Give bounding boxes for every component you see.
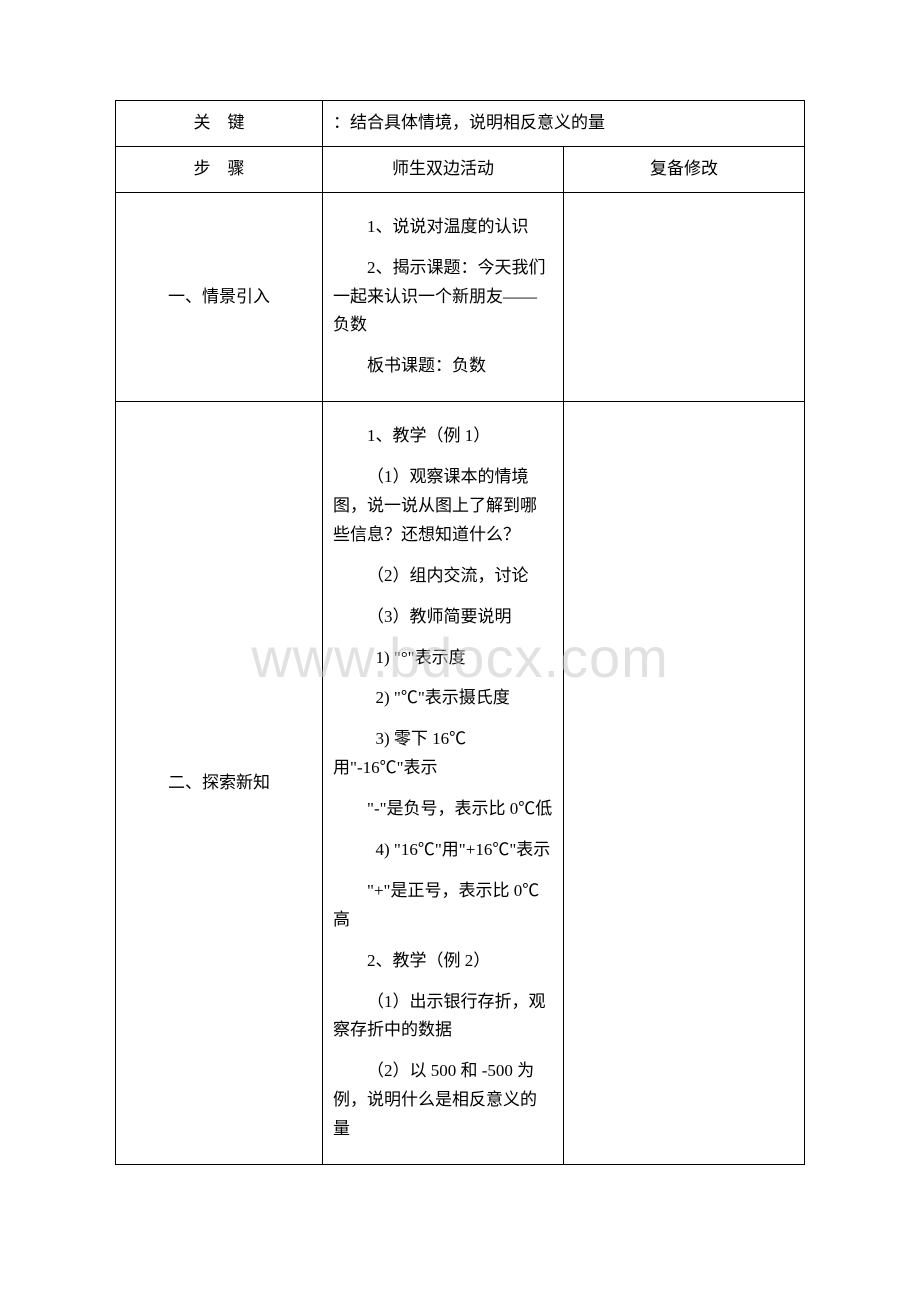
table-row: 步 骤 师生双边活动 复备修改: [116, 146, 805, 192]
key-label-cell: 关 键: [116, 101, 323, 147]
revise-header: 复备修改: [650, 159, 718, 178]
activity-text: 1、教学（例 1）: [333, 416, 553, 457]
activity-text: "-"是负号，表示比 0℃低: [333, 789, 553, 830]
revise-header-cell: 复备修改: [564, 146, 805, 192]
scene-activity-cell: 1、说说对温度的认识 2、揭示课题：今天我们一起来认识一个新朋友——负数 板书课…: [323, 192, 564, 401]
table-row: 二、探索新知 1、教学（例 1） （1）观察课本的情境图，说一说从图上了解到哪些…: [116, 402, 805, 1165]
steps-label-cell: 步 骤: [116, 146, 323, 192]
table-row: 关 键 ：结合具体情境，说明相反意义的量: [116, 101, 805, 147]
explore-revise-cell: [564, 402, 805, 1165]
activity-header-cell: 师生双边活动: [323, 146, 564, 192]
table-row: 一、情景引入 1、说说对温度的认识 2、揭示课题：今天我们一起来认识一个新朋友—…: [116, 192, 805, 401]
scene-label: 一、情景引入: [168, 287, 270, 306]
scene-revise-cell: [564, 192, 805, 401]
activity-text: 1) "°"表示度: [333, 638, 553, 679]
activity-text: （2）组内交流，讨论: [333, 556, 553, 597]
scene-label-cell: 一、情景引入: [116, 192, 323, 401]
key-content-cell: ：结合具体情境，说明相反意义的量: [323, 101, 805, 147]
activity-text: （2）以 500 和 -500 为例，说明什么是相反意义的量: [333, 1051, 553, 1150]
document-page: www.bdocx.com 关 键 ：结合具体情境，说明相反意义的量 步 骤 师…: [0, 0, 920, 1302]
activity-text: 2、揭示课题：今天我们一起来认识一个新朋友——负数: [333, 248, 553, 347]
activity-text: 2) "℃"表示摄氏度: [333, 678, 553, 719]
explore-label: 二、探索新知: [168, 773, 270, 792]
activity-text: 板书课题：负数: [333, 346, 553, 387]
steps-label: 步 骤: [194, 159, 245, 178]
activity-text: （1）观察课本的情境图，说一说从图上了解到哪些信息？还想知道什么？: [333, 457, 553, 556]
activity-header: 师生双边活动: [392, 159, 494, 178]
activity-text: 1、说说对温度的认识: [333, 207, 553, 248]
activity-text: （3）教师简要说明: [333, 597, 553, 638]
lesson-plan-table: 关 键 ：结合具体情境，说明相反意义的量 步 骤 师生双边活动 复备修改 一、情…: [115, 100, 805, 1165]
key-label: 关 键: [194, 113, 245, 132]
explore-label-cell: 二、探索新知: [116, 402, 323, 1165]
key-content: ：结合具体情境，说明相反意义的量: [333, 113, 605, 132]
explore-activity-cell: 1、教学（例 1） （1）观察课本的情境图，说一说从图上了解到哪些信息？还想知道…: [323, 402, 564, 1165]
activity-text: "+"是正号，表示比 0℃高: [333, 871, 553, 941]
activity-text: 3) 零下 16℃用"-16℃"表示: [333, 719, 553, 789]
activity-text: 2、教学（例 2）: [333, 941, 553, 982]
activity-text: 4) "16℃"用"+16℃"表示: [333, 830, 553, 871]
activity-text: （1）出示银行存折，观察存折中的数据: [333, 982, 553, 1052]
